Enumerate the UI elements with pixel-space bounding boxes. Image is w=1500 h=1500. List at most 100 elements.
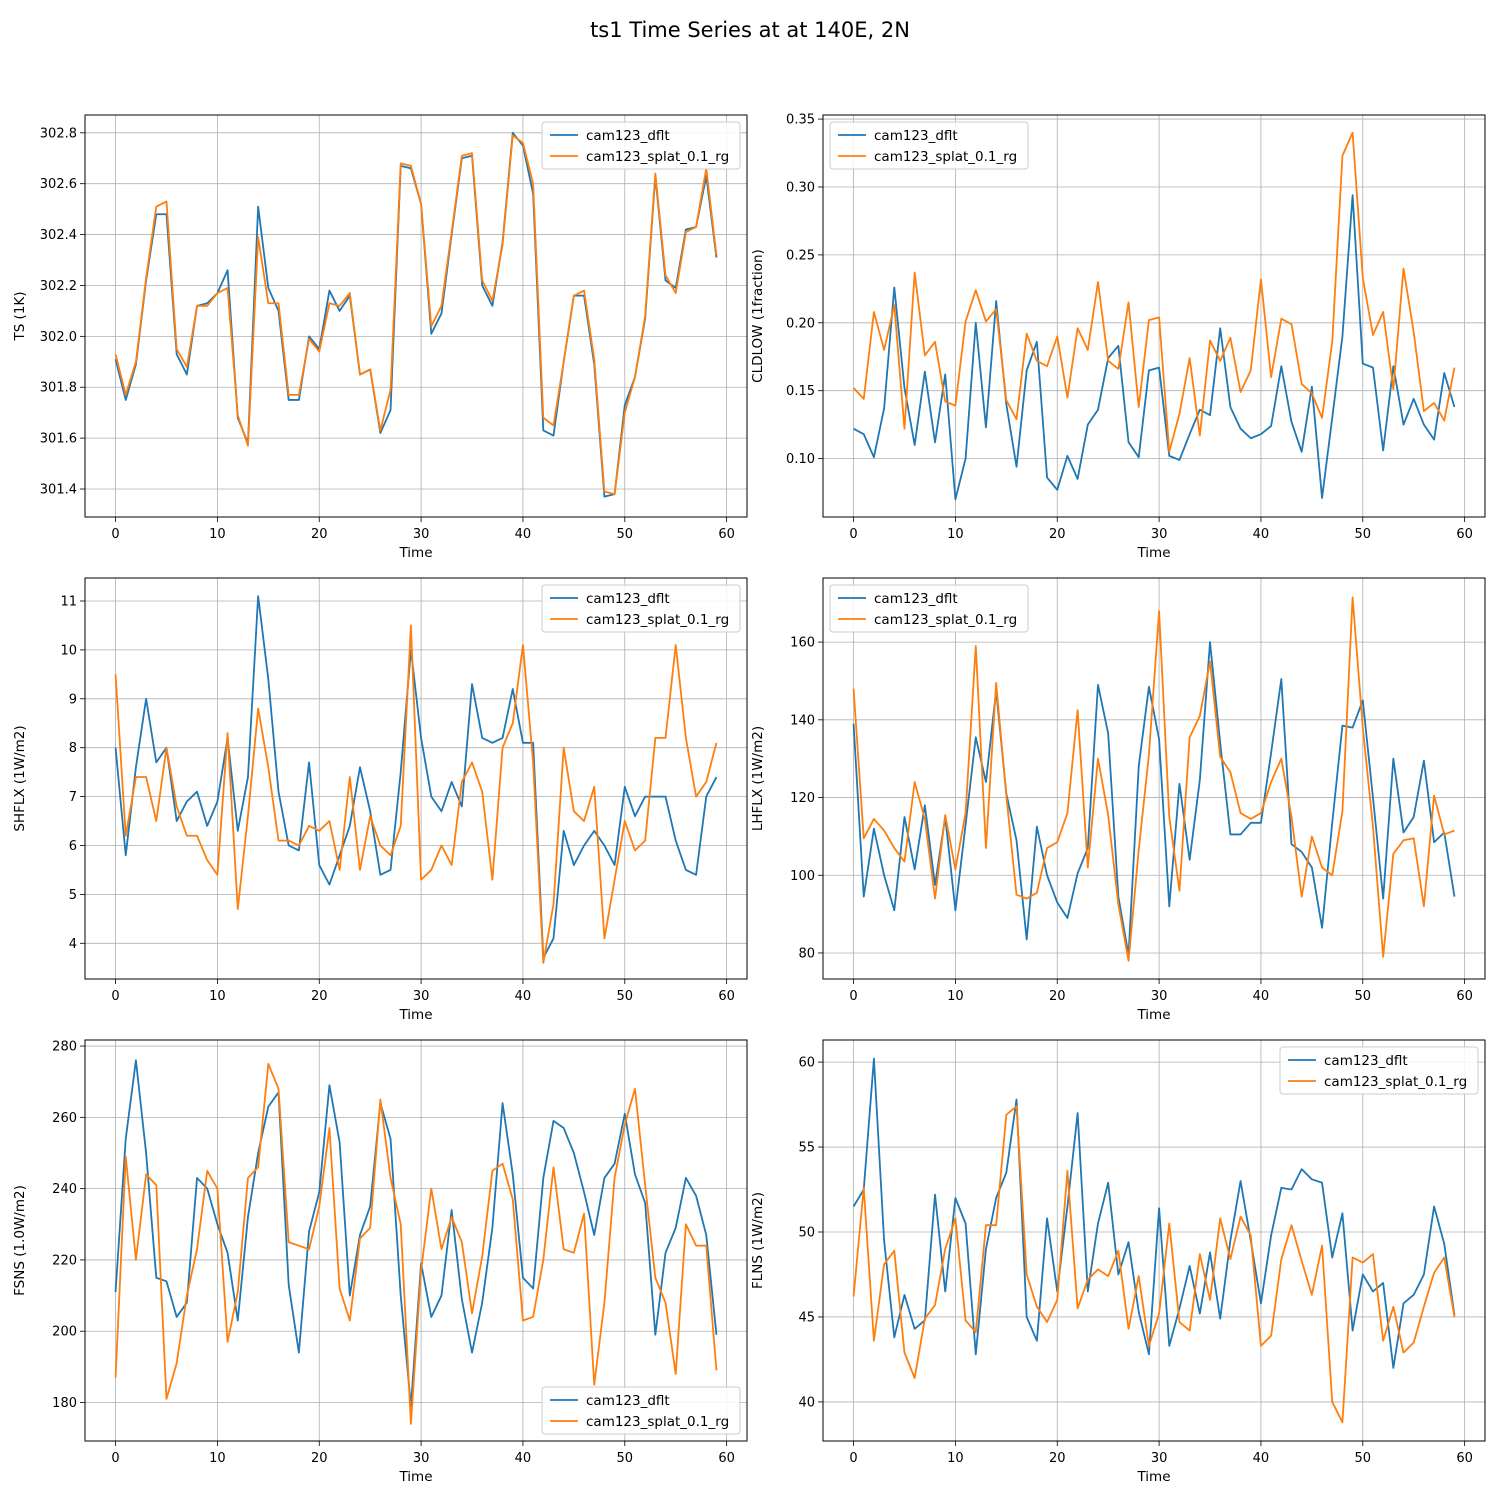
subplot-1: 0 10 20 30 40 50 60 301.4 301.6 301.8 302.0 302.2 30… bbox=[12, 114, 748, 561]
legend-entry: cam123_dflt bbox=[874, 591, 958, 607]
y-tick-label: 40 bbox=[798, 1395, 815, 1410]
x-tick-label: 0 bbox=[849, 1451, 857, 1466]
y-tick-label: 160 bbox=[790, 636, 815, 651]
x-tick-label: 30 bbox=[413, 1451, 430, 1466]
x-tick-label: 60 bbox=[718, 527, 735, 542]
x-tick-label: 30 bbox=[1151, 989, 1168, 1004]
y-tick-label: 9 bbox=[69, 692, 77, 707]
subplot-5: 0 10 20 30 40 50 60 180 200 220 240 260 280 Time FSNS … bbox=[12, 1039, 748, 1485]
y-tick-label: 302.0 bbox=[40, 330, 77, 345]
x-axis-label: Time bbox=[1136, 1007, 1170, 1023]
x-tick-label: 0 bbox=[111, 989, 119, 1004]
legend: cam123_dflt cam123_splat_0.1_rg bbox=[541, 121, 741, 170]
figure-title: ts1 Time Series at at 140E, 2N bbox=[590, 18, 910, 42]
legend-box bbox=[1279, 1046, 1479, 1095]
x-axis-label: Time bbox=[398, 545, 432, 561]
y-tick-label: 0.25 bbox=[786, 248, 815, 263]
series-line-cam123_splat_0.1_rg bbox=[852, 596, 1455, 962]
x-tick-label: 50 bbox=[1355, 527, 1372, 542]
axes-frame bbox=[84, 1039, 748, 1442]
axes-frame bbox=[84, 114, 748, 518]
y-tick-label: 180 bbox=[52, 1396, 77, 1411]
legend-entry: cam123_splat_0.1_rg bbox=[1324, 1074, 1467, 1090]
legend-box bbox=[541, 584, 741, 633]
y-tick-label: 45 bbox=[798, 1310, 815, 1325]
subplot-2: 0 10 20 30 40 50 60 0.10 0.15 0.20 0.25 0.30 0.35 Tim… bbox=[750, 113, 1486, 561]
y-tick-label: 302.2 bbox=[40, 279, 77, 294]
legend-entry: cam123_dflt bbox=[874, 128, 958, 144]
x-tick-label: 40 bbox=[515, 527, 532, 542]
y-axis-label: LHFLX (1W/m2) bbox=[750, 726, 766, 831]
x-tick-label: 10 bbox=[947, 527, 964, 542]
x-tick-label: 20 bbox=[311, 989, 328, 1004]
y-tick-label: 10 bbox=[60, 643, 77, 658]
y-tick-label: 11 bbox=[60, 594, 77, 609]
y-tick-label: 4 bbox=[69, 937, 77, 952]
x-tick-label: 60 bbox=[718, 1451, 735, 1466]
legend-entry: cam123_splat_0.1_rg bbox=[586, 149, 729, 165]
y-tick-label: 8 bbox=[69, 741, 77, 756]
y-tick-label: 240 bbox=[52, 1182, 77, 1197]
axes-frame bbox=[822, 577, 1486, 980]
y-tick-label: 302.8 bbox=[40, 126, 77, 141]
subplot-6: 0 10 20 30 40 50 60 40 45 50 55 60 Time FLNS (1W/m2) c… bbox=[750, 1039, 1486, 1485]
legend-entry: cam123_splat_0.1_rg bbox=[586, 612, 729, 628]
x-tick-label: 0 bbox=[111, 1451, 119, 1466]
x-tick-label: 30 bbox=[413, 527, 430, 542]
legend-entry: cam123_dflt bbox=[586, 128, 670, 144]
y-axis-label: CLDLOW (1fraction) bbox=[750, 249, 766, 383]
y-tick-label: 0.30 bbox=[786, 180, 815, 195]
x-tick-label: 10 bbox=[209, 1451, 226, 1466]
x-tick-label: 50 bbox=[1355, 989, 1372, 1004]
x-tick-label: 20 bbox=[1049, 527, 1066, 542]
x-tick-label: 40 bbox=[1253, 989, 1270, 1004]
axes-frame bbox=[84, 577, 748, 980]
y-tick-label: 220 bbox=[52, 1253, 77, 1268]
x-tick-label: 20 bbox=[311, 1451, 328, 1466]
x-tick-label: 0 bbox=[849, 527, 857, 542]
subplot-3: 0 10 20 30 40 50 60 4 5 6 7 8 9 10 11 Time SHFLX (1W/m2)… bbox=[12, 577, 748, 1023]
y-tick-label: 302.4 bbox=[40, 228, 77, 243]
y-tick-label: 0.20 bbox=[786, 316, 815, 331]
legend-entry: cam123_dflt bbox=[1324, 1053, 1408, 1069]
series-line-cam123_dflt bbox=[853, 194, 1456, 501]
x-tick-label: 40 bbox=[515, 989, 532, 1004]
x-tick-label: 20 bbox=[1049, 989, 1066, 1004]
legend: cam123_dflt cam123_splat_0.1_rg bbox=[541, 584, 741, 633]
x-tick-label: 10 bbox=[209, 527, 226, 542]
y-tick-label: 120 bbox=[790, 791, 815, 806]
y-tick-label: 6 bbox=[69, 839, 77, 854]
y-tick-label: 55 bbox=[798, 1141, 815, 1156]
x-tick-label: 10 bbox=[947, 989, 964, 1004]
subplot-grid: 0 10 20 30 40 50 60301.4301.6301.8302.0302.230… bbox=[12, 113, 1486, 1485]
x-tick-label: 10 bbox=[947, 1451, 964, 1466]
x-axis-label: Time bbox=[398, 1007, 432, 1023]
legend-box bbox=[829, 121, 1029, 170]
y-tick-label: 7 bbox=[69, 790, 77, 805]
y-tick-label: 100 bbox=[790, 869, 815, 884]
legend-entry: cam123_splat_0.1_rg bbox=[874, 149, 1017, 165]
series-line-cam123_dflt bbox=[852, 641, 1456, 956]
y-tick-label: 0.10 bbox=[786, 452, 815, 467]
x-tick-label: 10 bbox=[209, 989, 226, 1004]
x-tick-label: 20 bbox=[311, 527, 328, 542]
y-tick-label: 5 bbox=[69, 888, 77, 903]
x-tick-label: 50 bbox=[1355, 1451, 1372, 1466]
y-axis-label: FLNS (1W/m2) bbox=[750, 1192, 766, 1289]
x-tick-label: 30 bbox=[1151, 527, 1168, 542]
axes-frame bbox=[822, 1039, 1486, 1442]
x-tick-label: 40 bbox=[1253, 527, 1270, 542]
x-tick-label: 50 bbox=[617, 989, 634, 1004]
series-line-cam123_splat_0.1_rg bbox=[114, 1062, 718, 1425]
y-tick-label: 140 bbox=[790, 713, 815, 728]
legend: cam123_dflt cam123_splat_0.1_rg bbox=[1279, 1046, 1479, 1095]
y-tick-label: 302.6 bbox=[40, 177, 77, 192]
series-line-cam123_splat_0.1_rg bbox=[852, 131, 1456, 453]
x-axis-label: Time bbox=[398, 1469, 432, 1485]
x-tick-label: 40 bbox=[1253, 1451, 1270, 1466]
y-axis-label: SHFLX (1W/m2) bbox=[12, 725, 28, 831]
legend: cam123_dflt cam123_splat_0.1_rg bbox=[829, 121, 1029, 170]
y-tick-label: 301.6 bbox=[40, 432, 77, 447]
y-tick-label: 200 bbox=[52, 1325, 77, 1340]
